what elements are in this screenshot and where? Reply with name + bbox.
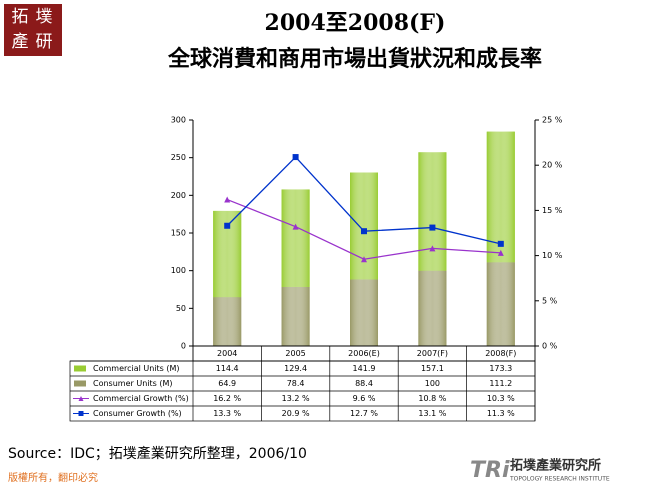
bar-shade [486,262,515,346]
point [429,245,436,252]
logo-char: 產 [12,32,29,52]
table-cell: 173.3 [489,364,512,373]
point [224,222,231,229]
bar-shade [281,189,310,287]
table-cell: 78.4 [287,379,305,388]
table-cell: 88.4 [355,379,373,388]
bar-shade [418,152,447,271]
y-tick-label: 250 [171,153,186,162]
y2-tick-label: 5 % [542,296,558,305]
table-cell: 12.7 % [350,409,378,418]
x-tick-label: 2005 [285,349,305,358]
logo-char: 研 [36,32,53,52]
y2-tick-label: 0 % [542,342,558,351]
table-cell: 16.2 % [213,394,241,403]
y-tick-label: 50 [176,304,186,313]
y-tick-label: 0 [181,342,186,351]
table-cell: 64.9 [218,379,236,388]
y2-tick-label: 20 % [542,161,563,170]
table-cell: 13.3 % [213,409,241,418]
legend-label: Commercial Growth (%) [93,394,189,403]
table-cell: 100 [425,379,440,388]
table-cell: 129.4 [284,364,307,373]
table-cell: 114.4 [216,364,239,373]
bar-shade [213,297,242,346]
legend-label: Consumer Units (M) [93,379,172,388]
point [224,196,231,203]
source: Source：IDC；拓墣產業研究所整理，2006/10 [8,445,307,462]
logo-char: 拓 [12,7,29,27]
legend-swatch [74,365,86,372]
point [292,223,299,230]
bar-shade [486,131,515,263]
legend-label: Commercial Units (M) [93,364,180,373]
y2-tick-label: 15 % [542,206,563,215]
logo-char: 墣 [36,7,53,27]
table-cell: 11.3 % [487,409,515,418]
y-tick-label: 100 [171,266,186,275]
table-cell: 10.3 % [487,394,515,403]
table-cell: 13.2 % [282,394,310,403]
x-tick-label: 2008(F) [485,349,516,358]
chart-subtitle: 全球消費和商用市場出貨狀況和成長率 [167,46,542,72]
y2-tick-label: 25 % [542,116,563,125]
bar-shade [418,270,447,346]
chart-title: 2004至2008(F) [265,10,446,36]
bar-shade [350,279,378,346]
y-tick-label: 200 [171,191,186,200]
point [497,249,504,256]
legend-marker [78,411,84,416]
x-tick-label: 2006(E) [348,349,380,358]
logo-name: 拓墣產業研究所 [510,458,601,474]
point [361,228,367,235]
bar-shade [281,286,310,346]
y2-tick-label: 10 % [542,251,563,260]
point [292,154,299,161]
legend-marker [78,396,84,401]
footer: 版權所有，翻印必究 [8,471,98,484]
logo-box [4,4,62,56]
bar-shade [350,172,378,280]
table-cell: 9.6 % [353,394,376,403]
point [497,240,504,247]
logo-english: TOPOLOGY RESEARCH INSTITUTE [509,476,610,483]
logo-mark: TRi [470,458,510,483]
x-tick-label: 2007(F) [417,349,448,358]
chart: 0 50 100 150 200 250 300 0 % 5 % 10 % 15 % 20 % 25 %… [69,116,563,422]
table-cell: 20.9 % [282,409,310,418]
table-cell: 10.8 % [418,394,446,403]
table-cell: 157.1 [421,364,444,373]
table-cell: 13.1 % [418,409,446,418]
point [429,224,436,231]
table-cell: 141.9 [353,364,376,373]
legend-swatch [74,380,86,387]
table-cell: 111.2 [489,379,512,388]
legend-label: Consumer Growth (%) [93,409,182,418]
y-tick-label: 300 [171,116,186,125]
x-tick-label: 2004 [217,349,237,358]
point [361,256,367,263]
y-tick-label: 150 [171,229,186,238]
